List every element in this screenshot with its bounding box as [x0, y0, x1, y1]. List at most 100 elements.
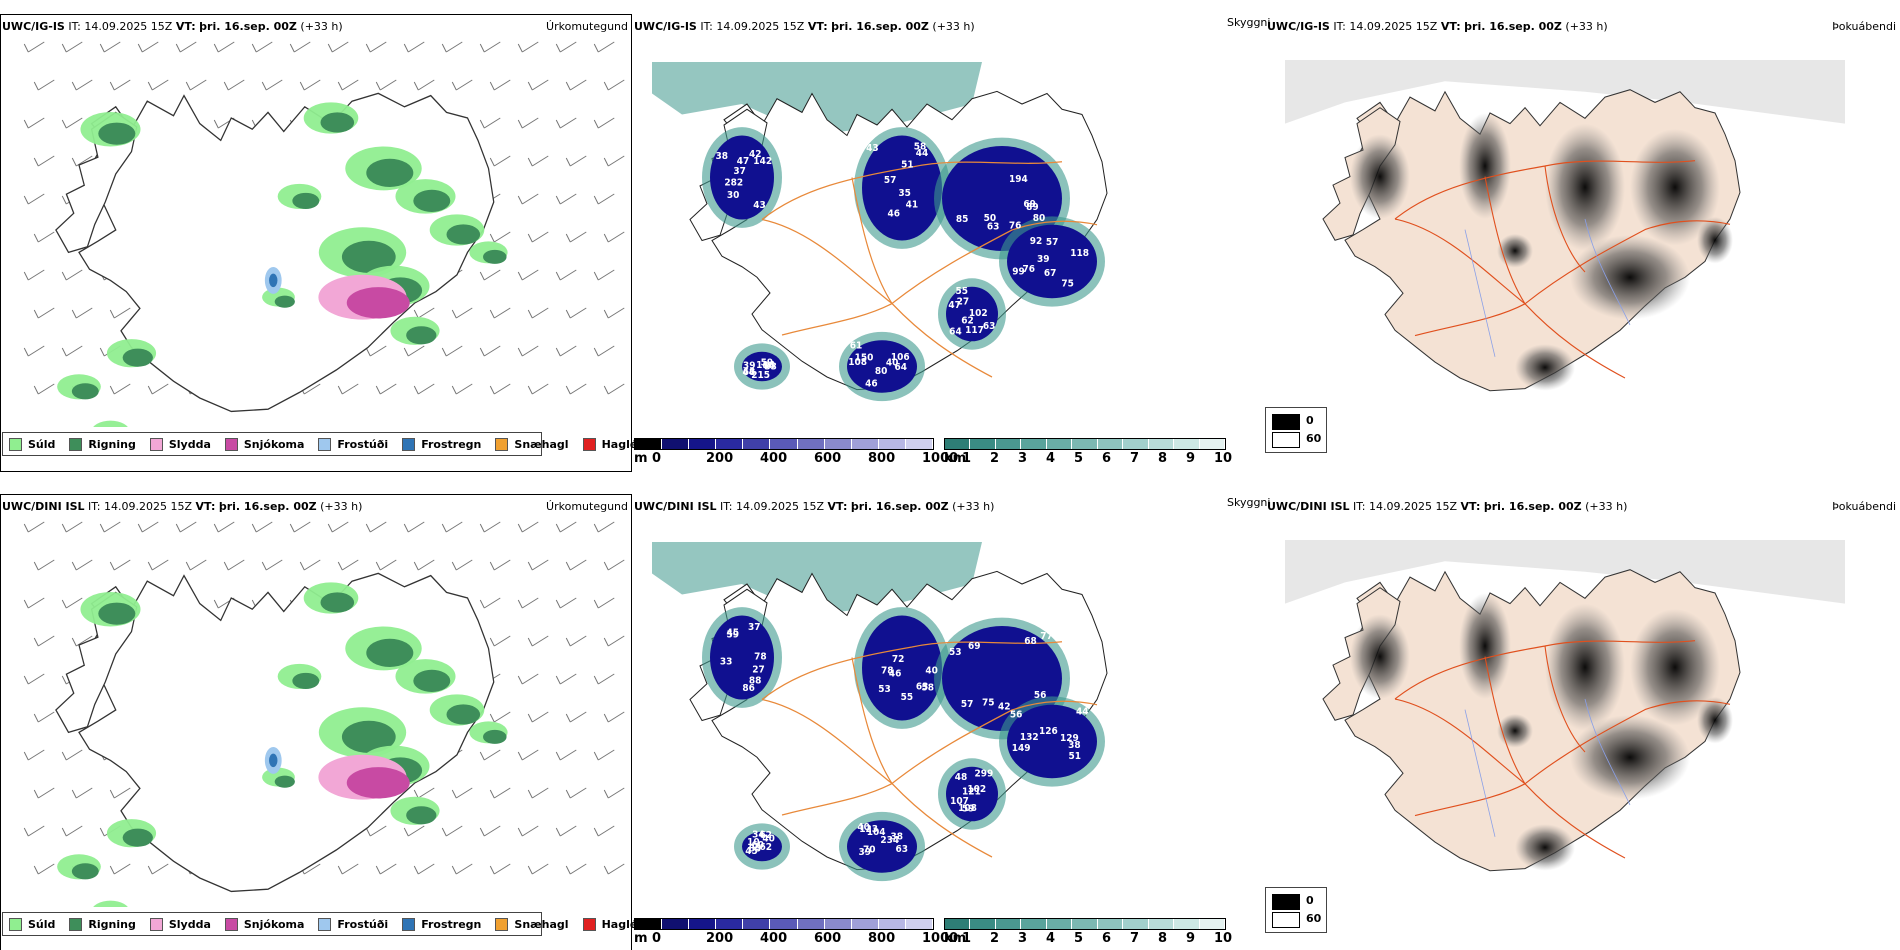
wind-barb [555, 597, 577, 609]
ceiling-value-label: 107 [950, 796, 969, 807]
vis-panel-type-label: Þokuábendi [1832, 500, 1896, 513]
wind-barb [593, 345, 615, 357]
wind-barb [527, 383, 549, 395]
ceiling-value-label: 299 [974, 768, 993, 779]
wind-barb [109, 863, 131, 875]
ceiling-visibility-panel: UWC/IG-IS IT: 14.09.2025 15Z VT: þri. 16… [632, 12, 1270, 472]
ceiling-value-label: 86 [742, 683, 755, 694]
road [851, 177, 893, 304]
vis-title-it-value: 14.09.2025 15Z [1349, 20, 1438, 33]
low-visibility-sea-area [652, 62, 982, 136]
precip-type-map [23, 521, 625, 907]
vis-title-vt-label: VT: [1440, 20, 1461, 33]
precip-legend-item: Frostúði [318, 437, 388, 451]
wind-barb [451, 307, 473, 319]
forecast-row-2: UWC/DINI ISL IT: 14.09.2025 15Z VT: þri.… [0, 492, 1900, 950]
rain-area [274, 775, 295, 788]
rain-area [320, 592, 355, 613]
precip-title-vt-value: þri. 16.sep. 00Z [199, 20, 297, 33]
road [1414, 783, 1526, 817]
wind-barb [413, 559, 435, 571]
wind-barb [327, 41, 349, 53]
ceiling-value-label: 56 [1010, 709, 1023, 720]
wind-barb [517, 825, 539, 837]
wind-barb [299, 79, 321, 91]
fog-legend-light-swatch [1272, 432, 1300, 448]
precip-legend-item: Snæhagl [495, 437, 569, 451]
precip-panel-type-label: Úrkomutegund [546, 20, 628, 33]
wind-barb [517, 749, 539, 761]
ceiling-value-label: 64 [895, 362, 908, 373]
ceiling-value-label: 60 [752, 840, 765, 851]
road [781, 782, 893, 816]
road [781, 302, 893, 336]
ceiling-value-label: 38 [1068, 740, 1081, 751]
ceiling-value-label: 85 [749, 844, 762, 855]
wind-barb [213, 521, 235, 533]
fog-indicator-area [1459, 593, 1511, 699]
wind-barb [565, 231, 587, 243]
colorbar-tick-label: 9 [1186, 931, 1196, 946]
wind-barb [451, 79, 473, 91]
legend-label: Frostregn [421, 917, 482, 931]
colorbar-segment [689, 439, 717, 449]
wind-barb [61, 521, 83, 533]
rain-area [71, 383, 99, 400]
precip-legend-item: Rigning [69, 917, 136, 931]
fog-indicator-area [1630, 128, 1720, 246]
wind-barb [565, 635, 587, 647]
ceiling-value-label: 53 [949, 647, 962, 658]
ceiling-value-label: 75 [982, 697, 995, 708]
ceiling-value-label: 34 [752, 829, 765, 840]
colorbar-tick-label: 10 [1214, 451, 1233, 466]
ceiling-value-label: 117 [965, 325, 984, 336]
wind-barb [489, 559, 511, 571]
ceiling-value-label: 39 [1037, 254, 1050, 265]
colorbar-tick-label: 7 [1130, 451, 1140, 466]
vis-title-it-label: IT: [1353, 500, 1366, 513]
vis-title-lead: (+33 h) [1565, 20, 1608, 33]
colorbar-segment [1199, 439, 1225, 449]
ceiling-value-label: 64 [949, 326, 962, 337]
vis-title-vt-label: VT: [1460, 500, 1481, 513]
ceiling_bar-colorbar: m 0 200 400 600 800 1000 [634, 438, 958, 468]
cloud-panel-title: UWC/IG-IS IT: 14.09.2025 15Z VT: þri. 16… [634, 20, 975, 33]
rain-area [341, 240, 396, 274]
wind-barb [603, 559, 625, 571]
wind-barb [593, 193, 615, 205]
ceiling-value-label: 35 [898, 188, 911, 199]
wind-barb [71, 787, 93, 799]
ceiling-value-label: 39 [858, 847, 871, 858]
wind-barb [33, 79, 55, 91]
ceiling-value-label: 38 [715, 151, 728, 162]
wind-barb [489, 635, 511, 647]
snow-area [346, 287, 410, 319]
legend-label: Frostregn [421, 437, 482, 451]
cloud-title-model: UWC/DINI ISL [634, 500, 717, 513]
colorbar-tick-label: 7 [1130, 931, 1140, 946]
legend-label: Snjókoma [243, 917, 305, 931]
wind-barb [109, 307, 131, 319]
colorbar-segment [1199, 919, 1225, 929]
colorbar-segment [635, 919, 663, 929]
ceiling-value-label: 43 [866, 143, 879, 154]
legend-swatch [9, 437, 22, 451]
wind-barb [23, 749, 45, 761]
wind-barb [527, 79, 549, 91]
wind-barb [593, 597, 615, 609]
colorbar-tick-label: 600 [814, 931, 842, 946]
legend-label: Haglél [601, 437, 642, 451]
fog-legend: 0 60 [1265, 407, 1327, 453]
ceiling-value-label: 68 [743, 367, 756, 378]
colorbar-segment [716, 439, 744, 449]
colorbar-tick-label: 3 [1018, 451, 1028, 466]
vis-panel-type-label: Þokuábendi [1832, 20, 1896, 33]
ceiling-value-label: 89 [1026, 202, 1039, 213]
wind-barb [517, 597, 539, 609]
colorbar-tick-label: 1 [962, 451, 972, 466]
wind-barb [337, 863, 359, 875]
wind-barb [365, 825, 387, 837]
road-network [1394, 160, 1731, 379]
precip-legend-item: Frostregn [402, 917, 482, 931]
